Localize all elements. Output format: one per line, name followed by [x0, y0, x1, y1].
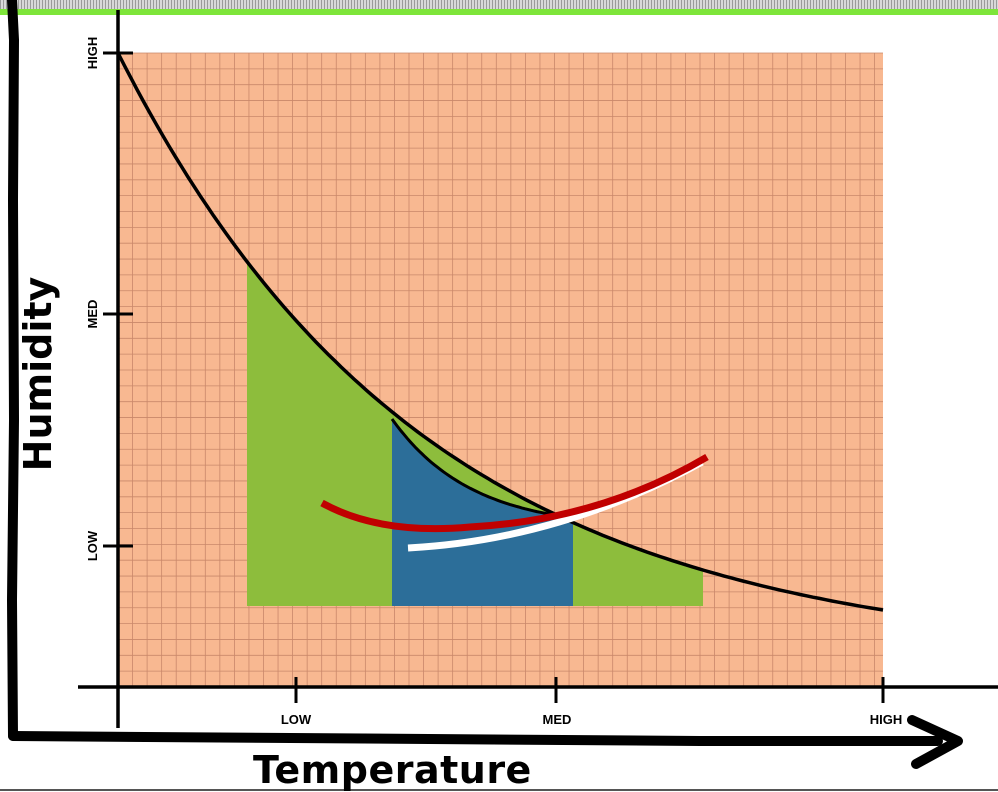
x-tick-label-high: HIGH [870, 712, 903, 727]
red-curve [320, 453, 709, 533]
y-tick-label-low: LOW [85, 530, 100, 561]
top-green-strip [0, 9, 998, 15]
y-tick-label-med: MED [85, 300, 100, 329]
x-tick-label-low: LOW [281, 712, 312, 727]
outer-x-axis [8, 731, 943, 746]
y-axis-title: Humidity [16, 276, 60, 472]
outer-y-axis [6, 0, 20, 741]
y-tick-label-high: HIGH [85, 37, 100, 70]
main-saturation-curve [116, 52, 884, 612]
top-texture-strip [0, 0, 998, 9]
outer-x-axis-arrowhead [907, 715, 963, 769]
x-axis-title: Temperature [253, 748, 532, 792]
inner-boundary-curve [390, 418, 574, 520]
x-tick-label-med: MED [543, 712, 572, 727]
blue-region [392, 419, 573, 606]
